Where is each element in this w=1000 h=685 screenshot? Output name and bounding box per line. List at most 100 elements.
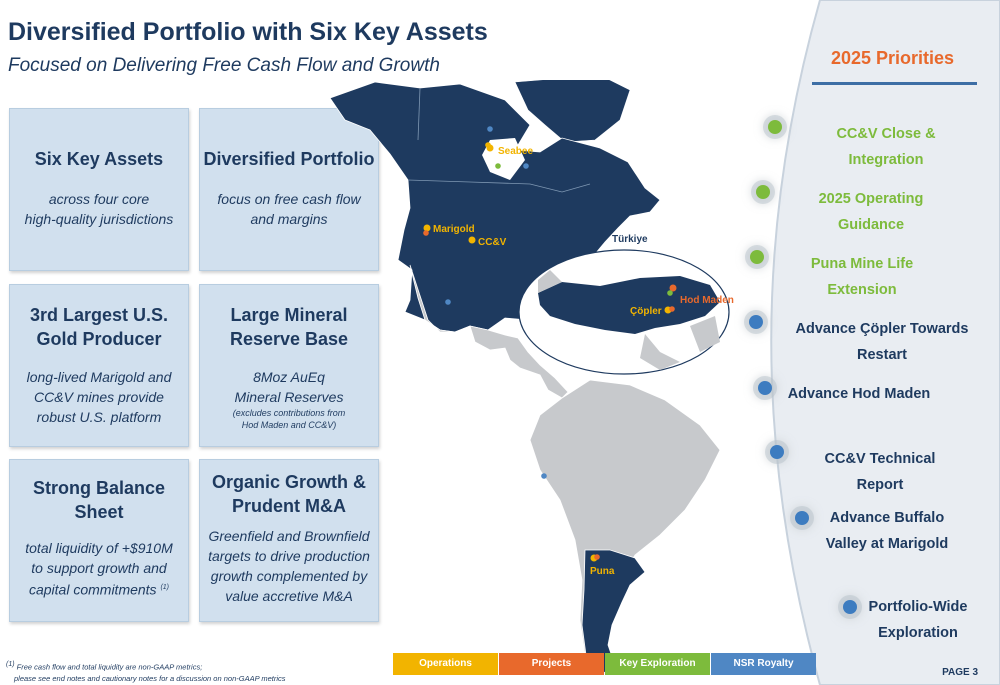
card-body: 8Moz AuEq Mineral Reserves [200, 367, 378, 407]
card-line: high-quality jurisdictions [24, 211, 174, 227]
legend-item-operations: Operations [393, 653, 498, 675]
site-marker-minor [594, 554, 600, 560]
card-heading: Strong Balance Sheet [10, 476, 188, 524]
site-label-ccv: CC&V [478, 237, 507, 248]
legend-item-key-exploration: Key Exploration [605, 653, 710, 675]
priority-bullet-icon [749, 315, 763, 329]
card-line: and margins [250, 211, 328, 227]
card-heading: Organic Growth & Prudent M&A [200, 470, 378, 518]
footnote-marker: (1) [160, 584, 170, 591]
priority-item-line: Advance Çöpler Towards Restart [795, 321, 969, 363]
site-label-marigold: Marigold [433, 224, 475, 235]
card-line: growth complemented by [210, 568, 368, 584]
site-marker-hod-maden [669, 284, 677, 292]
inset-label-turkiye: Türkiye [612, 234, 648, 245]
priority-bullet-icon [750, 250, 764, 264]
card-line: focus on free cash flow [217, 191, 361, 207]
card-line: across four core [48, 191, 150, 207]
footnote-text: Free cash flow and total liquidity are n… [16, 662, 203, 672]
card-heading-line: Reserve Base [229, 329, 349, 349]
card-six-key-assets: Six Key Assets across four core high-qua… [9, 108, 189, 271]
site-label-hod-maden: Hod Maden [680, 295, 734, 306]
card-line: 8Moz AuEq [253, 369, 325, 385]
card-heading-line: 3rd Largest U.S. [29, 305, 169, 325]
greenland-landmass [514, 80, 631, 143]
site-marker-minor [485, 142, 491, 148]
priority-bullet-icon [768, 120, 782, 134]
card-line: long-lived Marigold and [26, 369, 172, 385]
site-marker-minor [541, 473, 547, 479]
footnote-marker: (1) [6, 661, 15, 668]
card-note-line: (excludes contributions from [232, 408, 346, 418]
card-line: Mineral Reserves [234, 389, 344, 405]
card-line: to support growth and [31, 560, 167, 576]
card-balance-sheet: Strong Balance Sheet total liquidity of … [9, 459, 189, 622]
site-label-seabee: Seabee [498, 146, 533, 157]
site-marker-minor [523, 163, 529, 169]
priority-item-line: 2025 Operating Guidance [818, 191, 924, 233]
footnote: (1) Free cash flow and total liquidity a… [6, 659, 286, 684]
card-heading: 3rd Largest U.S. Gold Producer [10, 303, 188, 351]
priority-item-line: Advance Buffalo [829, 510, 945, 526]
priority-item-line: Advance Hod Maden [787, 386, 931, 402]
priority-item: Advance Buffalo Valley at Marigold [822, 505, 952, 557]
card-body: focus on free cash flow and margins [200, 189, 378, 229]
card-body: long-lived Marigold and CC&V mines provi… [10, 367, 188, 427]
priorities-title: 2025 Priorities [830, 48, 955, 68]
priority-bullet-icon [795, 511, 809, 525]
card-line: capital commitments (1) [10, 578, 188, 600]
card-body: Greenfield and Brownfield targets to dri… [200, 526, 378, 606]
page-subtitle: Focused on Delivering Free Cash Flow and… [8, 55, 440, 76]
card-note: (excludes contributions from Hod Maden a… [200, 407, 378, 431]
priority-item: Advance Hod Maden [784, 381, 934, 407]
card-line-text: capital commitments [28, 581, 157, 598]
card-us-gold-producer: 3rd Largest U.S. Gold Producer long-live… [9, 284, 189, 447]
priority-item: 2025 Operating Guidance [786, 186, 956, 238]
priority-bullet-icon [758, 381, 772, 395]
card-heading-line: Strong Balance [32, 478, 166, 498]
card-note-line: Hod Maden and CC&V) [241, 420, 337, 430]
card-heading-line: Sheet [74, 502, 124, 522]
card-heading-line: Organic Growth & [211, 472, 366, 492]
priorities-arc [770, 0, 1000, 685]
site-marker-minor [487, 126, 493, 132]
priority-item: Portfolio-Wide Exploration [868, 594, 968, 646]
priority-item-line: Valley at Marigold [825, 536, 949, 552]
card-heading: Six Key Assets [34, 149, 164, 169]
card-heading: Diversified Portfolio [203, 149, 375, 169]
site-marker-minor [445, 299, 451, 305]
priorities-arc-panel [770, 0, 1000, 685]
alaska-border [417, 87, 421, 141]
card-line: total liquidity of +$910M [25, 540, 173, 556]
priority-bullet-icon [770, 445, 784, 459]
card-body: across four core high-quality jurisdicti… [10, 189, 188, 229]
site-label-puna: Puna [590, 566, 615, 577]
footnote-line: please see end notes and cautionary note… [6, 673, 286, 684]
priority-bullet-icon [843, 600, 857, 614]
card-line: value accretive M&A [225, 588, 353, 604]
site-marker-ccv [468, 236, 476, 244]
priority-item: Advance Çöpler Towards Restart [772, 316, 992, 368]
site-marker-minor [669, 306, 675, 312]
footnote-line: (1) Free cash flow and total liquidity a… [6, 659, 286, 673]
priority-item-line: CC&V Close & Integration [836, 126, 936, 168]
card-line: targets to drive production [208, 548, 370, 564]
legend-item-nsr-royalty: NSR Royalty [711, 653, 816, 675]
card-heading: Large Mineral Reserve Base [200, 303, 378, 351]
priority-item-line: CC&V Technical Report [824, 451, 936, 493]
legend-item-projects: Projects [499, 653, 604, 675]
card-heading-line: Prudent M&A [232, 496, 346, 516]
site-marker-minor [423, 230, 429, 236]
card-body: total liquidity of +$910M to support gro… [10, 538, 188, 600]
surrounding-lands [538, 270, 720, 370]
priority-item-line: Puna Mine Life Extension [810, 256, 914, 298]
priority-bullet-icon [756, 185, 770, 199]
site-marker-minor [667, 290, 673, 296]
priority-item: Puna Mine Life Extension [776, 251, 948, 303]
card-line: CC&V mines provide [34, 389, 164, 405]
card-diversified-portfolio: Diversified Portfolio focus on free cash… [199, 108, 379, 271]
priority-item-line: Exploration [878, 625, 958, 641]
page-number: PAGE 3 [942, 667, 978, 678]
argentina-landmass [581, 549, 646, 675]
